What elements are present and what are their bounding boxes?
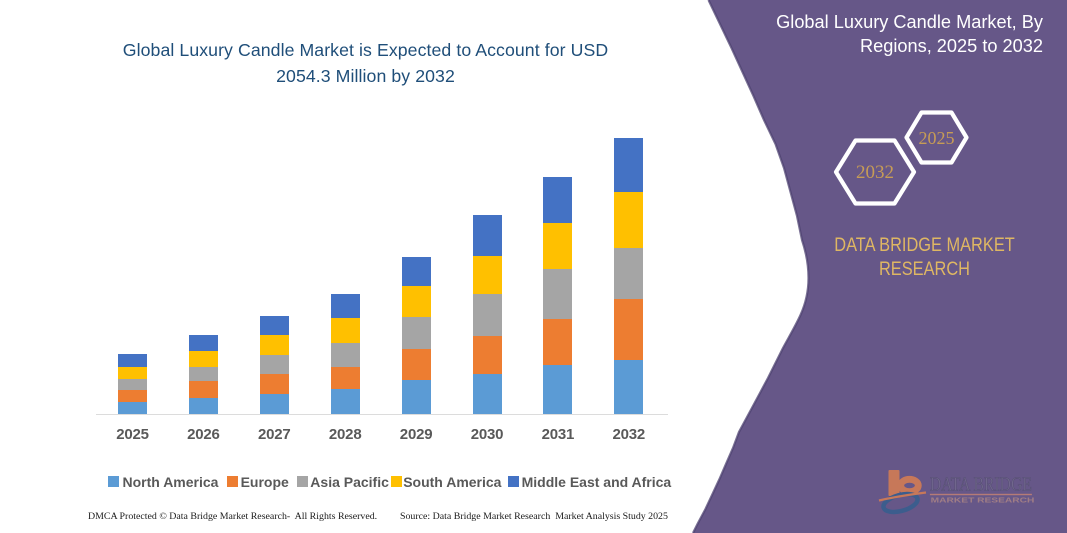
svg-text:DATA BRIDGE: DATA BRIDGE (930, 473, 1032, 495)
svg-text:MARKET RESEARCH: MARKET RESEARCH (931, 495, 1035, 504)
svg-text:2025: 2025 (919, 128, 955, 148)
svg-text:2032: 2032 (856, 162, 894, 183)
